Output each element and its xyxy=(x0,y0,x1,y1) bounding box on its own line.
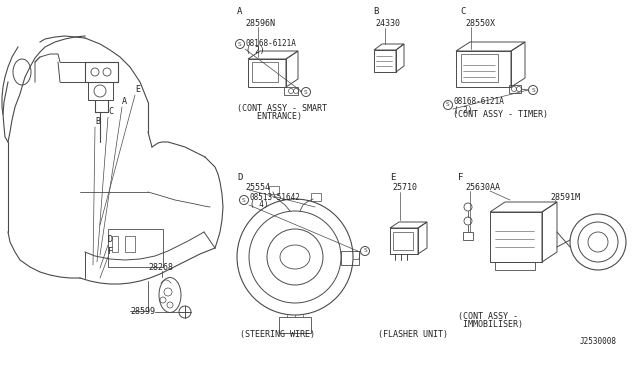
Text: C: C xyxy=(460,7,465,16)
Text: F: F xyxy=(458,173,463,182)
Text: (STEERING WIRE): (STEERING WIRE) xyxy=(240,330,315,339)
Text: B: B xyxy=(95,118,100,126)
Text: A: A xyxy=(122,97,127,106)
Text: 25710: 25710 xyxy=(392,183,417,192)
Text: C: C xyxy=(108,108,113,116)
Text: F: F xyxy=(108,247,113,257)
Text: 08168-6121A: 08168-6121A xyxy=(246,39,297,48)
Text: ( 4): ( 4) xyxy=(250,201,269,209)
Text: 25630AA: 25630AA xyxy=(465,183,500,192)
Text: S: S xyxy=(304,90,308,94)
Text: (CONT ASSY - SMART: (CONT ASSY - SMART xyxy=(237,105,327,113)
Text: 25554: 25554 xyxy=(245,183,270,192)
Text: 24330: 24330 xyxy=(375,19,400,29)
Text: 28599: 28599 xyxy=(130,308,155,317)
Text: S: S xyxy=(363,248,367,253)
Text: 28596N: 28596N xyxy=(245,19,275,29)
Text: 28268: 28268 xyxy=(148,263,173,273)
Text: D: D xyxy=(108,235,113,244)
Text: 08513-51642: 08513-51642 xyxy=(250,192,301,202)
Text: ( 2): ( 2) xyxy=(246,46,264,55)
Text: S: S xyxy=(238,42,242,46)
Text: 08168-6121A: 08168-6121A xyxy=(454,97,505,106)
Text: ENTRANCE): ENTRANCE) xyxy=(237,112,302,121)
Text: IMMOBILISER): IMMOBILISER) xyxy=(458,320,523,328)
Text: ( 2): ( 2) xyxy=(454,106,472,115)
Text: 28591M: 28591M xyxy=(550,192,580,202)
Text: S: S xyxy=(446,103,450,108)
Text: S: S xyxy=(242,198,246,202)
Text: (FLASHER UNIT): (FLASHER UNIT) xyxy=(378,330,448,339)
Text: A: A xyxy=(237,7,243,16)
Text: E: E xyxy=(390,173,396,182)
Text: J2530008: J2530008 xyxy=(580,337,617,346)
Text: D: D xyxy=(237,173,243,182)
Text: 28550X: 28550X xyxy=(465,19,495,28)
Text: (CONT ASSY - TIMER): (CONT ASSY - TIMER) xyxy=(453,109,548,119)
Text: B: B xyxy=(373,7,378,16)
Text: (CONT ASSY -: (CONT ASSY - xyxy=(458,311,518,321)
Text: E: E xyxy=(135,86,140,94)
Text: S: S xyxy=(531,87,535,93)
